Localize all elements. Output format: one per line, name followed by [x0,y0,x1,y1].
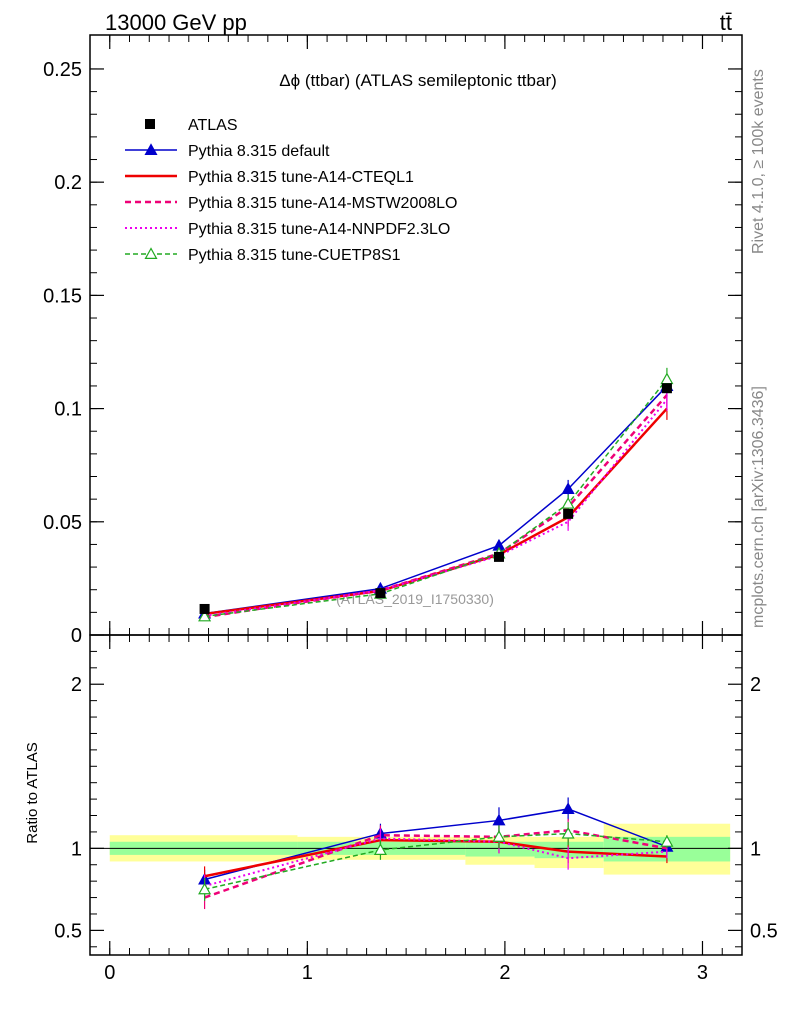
ratio-point [660,835,674,847]
data-point [375,588,386,599]
ratio-point [561,802,575,814]
ratio-point [492,830,506,842]
y-tick-label: 0.25 [43,59,82,81]
legend-label-data: ATLAS [188,117,238,134]
chart-title: Δϕ (ttbar) (ATLAS semileptonic ttbar) [279,71,557,90]
y-tick-label: 0.15 [43,285,82,307]
data-point [563,508,574,519]
ratio-plot-frame [89,634,743,956]
ratio-tick-label: 0.5 [54,920,82,942]
ratio-tick-label: 2 [71,674,82,696]
main-series-group [198,367,674,622]
ratio-band-green [465,841,535,857]
series-line-0 [204,385,668,615]
ratio-tick-label: 1 [71,838,82,860]
y-tick-label: 0.05 [43,512,82,534]
x-tick-label: 1 [302,962,313,984]
ratio-series-group [198,797,674,910]
data-point [661,383,672,394]
axes-ticks: 0 0.05 0.1 0.15 0.2 0.25 0 1 2 3 0.5 0.5 1 1 2 2 [43,35,778,984]
series-line-4 [204,378,668,618]
legend-marker-data [145,119,155,129]
x-tick-label: 3 [697,962,708,984]
ratio-uncertainty-bands [90,823,742,875]
header-energy-label: 13000 GeV pp [105,10,247,35]
ratio-band-green [534,841,604,859]
ratio-point [198,882,212,895]
series-line-2 [204,394,668,619]
legend-label-3: Pythia 8.315 tune-A14-NNPDF2.3LO [188,221,450,238]
ratio-tick-label-right: 1 [750,838,761,860]
y-tick-label: 0.2 [54,172,82,194]
ratio-tick-label-right: 2 [750,674,761,696]
ratio-tick-label-right: 0.5 [750,920,778,942]
y-tick-label: 0.1 [54,399,82,421]
legend-label-2: Pythia 8.315 tune-A14-MSTW2008LO [188,195,457,212]
header-process-label: tt̄ [720,10,732,35]
x-tick-label: 2 [499,962,510,984]
legend-marker-0 [144,143,158,155]
ratio-point [492,813,506,826]
series-point [198,609,212,622]
series-line-3 [204,398,668,617]
x-tick-label: 0 [104,962,115,984]
series-point [660,372,674,385]
legend-label-1: Pythia 8.315 tune-A14-CTEQL1 [188,169,414,186]
ratio-point [373,843,387,855]
series-point [561,482,575,494]
y-tick-label: 0 [71,625,82,647]
side-label-mcplots: mcplots.cern.ch [arXiv:1306.3436] [750,386,767,628]
legend: ATLAS Pythia 8.315 default Pythia 8.315 tu… [125,117,457,264]
data-point [199,603,210,614]
data-point [493,551,504,562]
series-line-1 [204,407,668,616]
ratio-axis-label: Ratio to ATLAS [24,742,41,843]
legend-label-0: Pythia 8.315 default [188,143,330,160]
side-label-rivet: Rivet 4.1.0, ≥ 100k events [750,69,767,254]
ratio-point [561,826,575,839]
legend-label-4: Pythia 8.315 tune-CUETP8S1 [188,247,401,264]
legend-marker-4 [144,247,158,259]
series-point [561,496,575,509]
